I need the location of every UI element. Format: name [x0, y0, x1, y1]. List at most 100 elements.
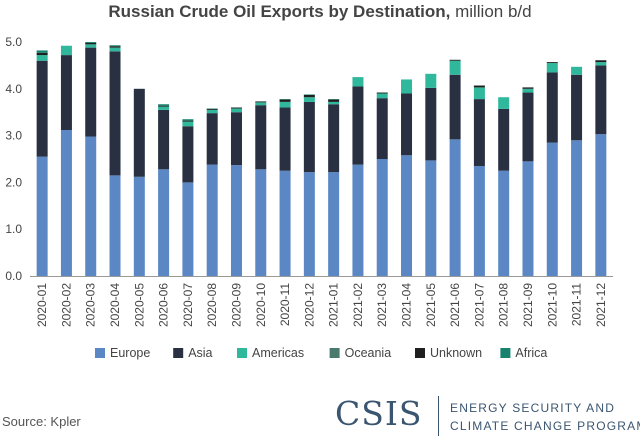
- bar-segment-americas: [328, 101, 340, 105]
- bar-segment-americas: [230, 108, 242, 113]
- bar-segment-unknown: [376, 92, 388, 94]
- bar-segment-europe: [133, 176, 145, 276]
- x-tick-label: 2021-08: [497, 283, 511, 327]
- chart-title-units: million b/d: [455, 2, 532, 21]
- bar-segment-europe: [230, 165, 242, 276]
- bar-segment-americas: [279, 101, 291, 108]
- bar-segment-americas: [595, 62, 607, 66]
- bar-segment-europe: [473, 166, 485, 276]
- x-tick-label: 2021-06: [448, 283, 462, 327]
- bar-segment-americas: [473, 87, 485, 100]
- y-tick-label: 5.0: [5, 35, 22, 49]
- bar-segment-asia: [36, 60, 48, 157]
- bar-segment-europe: [158, 169, 170, 276]
- bar-segment-unknown: [109, 46, 121, 48]
- logo-program-line-1: ENERGY SECURITY AND: [450, 401, 616, 415]
- logo-program-line-2: CLIMATE CHANGE PROGRAM: [450, 419, 640, 433]
- bar-segment-americas: [522, 88, 534, 93]
- bar-segment-europe: [279, 170, 291, 276]
- x-tick-label: 2021-03: [375, 283, 389, 327]
- x-tick-label: 2021-11: [570, 283, 584, 326]
- bar-segment-americas: [60, 45, 72, 56]
- bar-segment-americas: [182, 121, 194, 127]
- bar-segment-asia: [182, 126, 194, 183]
- bar-segment-asia: [60, 55, 72, 130]
- bar-segment-unknown: [522, 87, 534, 89]
- bar-segment-americas: [352, 77, 364, 87]
- bar-segment-europe: [85, 136, 97, 276]
- bar-segment-africa: [109, 45, 121, 47]
- bar-segment-africa: [85, 42, 97, 43]
- chart-title-main: Russian Crude Oil Exports by Destination…: [108, 2, 451, 21]
- bar-segment-asia: [85, 47, 97, 137]
- bar-segment-americas: [109, 47, 121, 52]
- bar-segment-asia: [303, 101, 315, 173]
- x-tick-label: 2021-10: [545, 283, 559, 327]
- bar-segment-asia: [328, 104, 340, 173]
- y-tick-label: 2.0: [5, 175, 22, 189]
- bar-segment-asia: [498, 108, 510, 171]
- x-tick-label: 2020-10: [254, 283, 268, 327]
- x-tick-label: 2021-12: [594, 283, 608, 327]
- bar-segment-europe: [352, 164, 364, 276]
- bar-segment-unknown: [303, 94, 315, 98]
- bar-segment-europe: [449, 139, 461, 276]
- bar-segment-europe: [571, 140, 583, 276]
- bar-segment-asia: [133, 88, 145, 177]
- bar-segment-americas: [449, 60, 461, 75]
- bar-segment-africa: [182, 119, 194, 121]
- bar-segment-americas: [303, 97, 315, 102]
- bar-segment-africa: [36, 50, 48, 53]
- bar-segment-asia: [595, 65, 607, 135]
- bar-segment-europe: [36, 156, 48, 276]
- legend-label-unknown: Unknown: [430, 346, 482, 360]
- x-tick-label: 2020-04: [108, 283, 122, 327]
- bar-segment-asia: [546, 72, 558, 143]
- legend-label-africa: Africa: [515, 346, 547, 360]
- source-note: Source: Kpler: [2, 414, 81, 429]
- y-tick-label: 4.0: [5, 82, 22, 96]
- logo-divider: [438, 396, 439, 436]
- bar-segment-europe: [401, 155, 413, 276]
- x-tick-label: 2020-09: [229, 283, 243, 327]
- x-tick-label: 2020-07: [181, 283, 195, 327]
- x-tick-label: 2021-09: [521, 283, 535, 327]
- bar-segment-unknown: [279, 99, 291, 102]
- bar-segment-asia: [279, 107, 291, 171]
- bar-segment-asia: [522, 92, 534, 162]
- legend-label-oceania: Oceania: [345, 346, 392, 360]
- x-tick-label: 2021-07: [472, 283, 486, 327]
- bar-segment-americas: [255, 102, 267, 106]
- bar-segment-unknown: [230, 107, 242, 109]
- bar-segment-americas: [498, 97, 510, 109]
- y-tick-label: 1.0: [5, 222, 22, 236]
- bar-segment-unknown: [328, 99, 340, 102]
- bar-segment-americas: [401, 79, 413, 94]
- legend-swatch-europe: [95, 348, 105, 358]
- bar-segment-africa: [158, 104, 170, 106]
- legend-swatch-oceania: [329, 348, 340, 358]
- bar-segment-americas: [546, 63, 558, 73]
- x-tick-label: 2020-12: [302, 283, 316, 327]
- bar-segment-unknown: [595, 60, 607, 63]
- bar-segment-europe: [425, 160, 437, 276]
- bar-segment-asia: [425, 87, 437, 161]
- bar-segment-asia: [449, 74, 461, 140]
- bar-segment-europe: [595, 134, 607, 276]
- x-tick-label: 2020-08: [205, 283, 219, 327]
- bar-segment-europe: [60, 129, 72, 276]
- bar-segment-europe: [303, 172, 315, 276]
- bar-segment-americas: [206, 109, 218, 114]
- bar-segment-americas: [571, 66, 583, 75]
- bar-segment-europe: [255, 169, 267, 276]
- bar-segment-europe: [109, 175, 121, 276]
- bar-segment-unknown: [473, 85, 485, 88]
- bar-segment-unknown: [85, 42, 97, 45]
- bar-segment-asia: [230, 112, 242, 166]
- bar-segment-unknown: [449, 59, 461, 61]
- bar-segment-asia: [158, 109, 170, 170]
- bar-segment-americas: [85, 44, 97, 48]
- bar-segment-americas: [425, 73, 437, 88]
- x-tick-label: 2021-05: [424, 283, 438, 327]
- bar-segment-europe: [206, 164, 218, 276]
